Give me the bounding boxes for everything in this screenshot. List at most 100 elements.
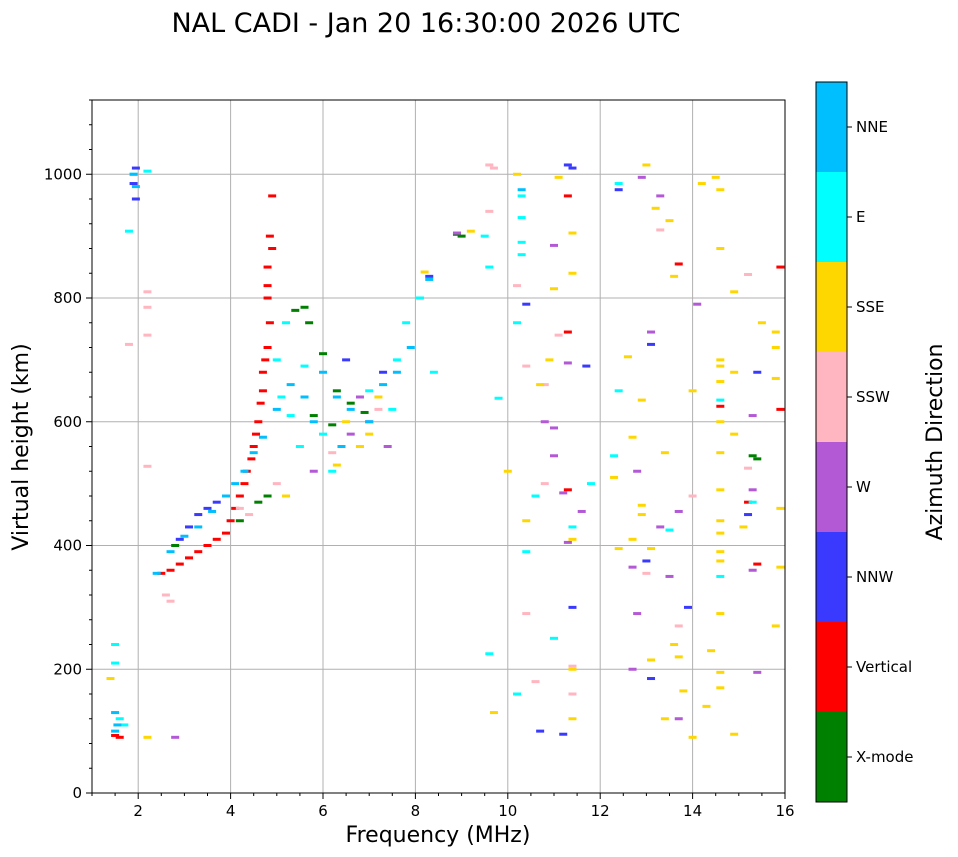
data-point-e (328, 469, 337, 473)
data-point-sse (716, 531, 725, 535)
colorbar-category-label: E (856, 208, 865, 226)
data-point-sse (730, 290, 739, 294)
data-point-e (282, 321, 291, 325)
data-point-nne (240, 469, 249, 473)
data-point-vertical (563, 194, 572, 198)
data-point-e (124, 229, 133, 233)
data-point-e (716, 398, 725, 402)
data-point-vertical (256, 401, 265, 405)
data-point-ssw (744, 272, 753, 276)
data-point-ssw (513, 284, 522, 288)
data-point-sse (660, 451, 669, 455)
data-point-vertical (674, 262, 683, 266)
data-point-nnw (131, 166, 140, 170)
data-point-ssw (568, 664, 577, 668)
data-point-ssw (161, 593, 170, 597)
data-point-w (656, 194, 665, 198)
data-point-nne (379, 383, 388, 387)
data-point-w (637, 175, 646, 179)
data-point-sse (679, 689, 688, 693)
data-point-sse (522, 519, 531, 523)
data-point-vertical (268, 247, 277, 250)
data-point-sse (730, 432, 739, 436)
data-point-x-mode (328, 423, 337, 427)
data-point-vertical (240, 482, 249, 486)
x-tick-label: 14 (683, 802, 702, 820)
data-point-ssw (143, 464, 152, 468)
data-point-sse (716, 247, 725, 250)
data-point-e (517, 253, 526, 257)
data-point-e (392, 358, 401, 362)
data-point-w (633, 469, 642, 473)
data-point-nne (208, 509, 217, 513)
colorbar-segment (816, 712, 847, 802)
colorbar-category-label: Vertical (856, 658, 912, 676)
y-tick-label: 200 (53, 660, 82, 678)
data-point-sse (757, 321, 766, 325)
data-point-e (517, 216, 526, 220)
data-point-e (485, 265, 494, 269)
data-point-ssw (674, 624, 683, 628)
data-point-nnw (342, 358, 351, 362)
plot-frame (91, 99, 786, 794)
data-point-sse (642, 163, 651, 167)
data-point-w (171, 735, 180, 739)
data-point-vertical (203, 544, 212, 547)
data-point-x-mode (753, 457, 762, 461)
x-tick-label: 10 (498, 802, 517, 820)
data-point-nnw (753, 370, 762, 374)
data-point-sse (716, 550, 725, 554)
data-point-w (753, 670, 762, 674)
colorbar-segment (816, 172, 847, 262)
data-point-w (674, 717, 683, 721)
data-point-e (485, 652, 494, 656)
data-point-sse (513, 172, 522, 176)
data-point-sse (332, 463, 341, 467)
data-point-ssw (166, 599, 175, 603)
data-point-ssw (489, 166, 498, 170)
data-point-sse (730, 732, 739, 736)
data-point-sse (637, 513, 646, 517)
data-point-nnw (559, 732, 568, 736)
data-point-vertical (261, 358, 270, 362)
data-point-sse (716, 420, 725, 424)
colorbar-segment (816, 352, 847, 442)
data-point-nnw (683, 605, 692, 609)
colorbar-category-label: NNW (856, 568, 893, 586)
data-point-vertical (175, 562, 184, 566)
data-point-sse (623, 355, 632, 359)
data-point-sse (776, 565, 785, 569)
data-point-ssw (485, 163, 494, 167)
data-points (106, 163, 785, 739)
x-axis-label: Frequency (MHz) (346, 823, 531, 848)
data-point-e (272, 358, 281, 362)
data-point-sse (707, 649, 716, 653)
colorbar-category-label: W (856, 478, 871, 496)
data-point-x-mode (457, 234, 466, 238)
data-point-nnw (185, 525, 194, 529)
data-point-sse (697, 182, 706, 186)
data-point-sse (647, 658, 656, 662)
data-point-sse (614, 547, 623, 551)
data-point-vertical (254, 420, 263, 424)
data-point-w (383, 445, 392, 448)
data-point-sse (716, 358, 725, 362)
data-point-vertical (252, 432, 261, 436)
data-point-sse (716, 519, 725, 523)
data-point-nne (272, 407, 281, 411)
data-point-sse (776, 506, 785, 510)
grid (92, 100, 786, 794)
data-point-w (550, 426, 558, 430)
data-point-sse (665, 219, 674, 223)
data-point-x-mode (748, 454, 757, 458)
data-point-sse (637, 503, 646, 507)
data-point-e (517, 240, 526, 244)
data-point-vertical (776, 407, 785, 411)
data-point-nne (319, 370, 327, 374)
colorbar-segment (816, 262, 847, 352)
data-point-e (568, 525, 577, 529)
colorbar-category-label: SSE (856, 298, 885, 316)
x-tick-label: 4 (226, 802, 236, 820)
data-point-sse (702, 704, 711, 708)
data-point-e (614, 389, 623, 393)
